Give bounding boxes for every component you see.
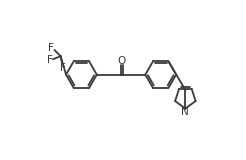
Text: O: O — [117, 56, 125, 66]
Text: F: F — [47, 55, 53, 65]
Text: F: F — [48, 43, 54, 53]
Text: F: F — [60, 63, 66, 73]
Text: N: N — [182, 107, 189, 117]
